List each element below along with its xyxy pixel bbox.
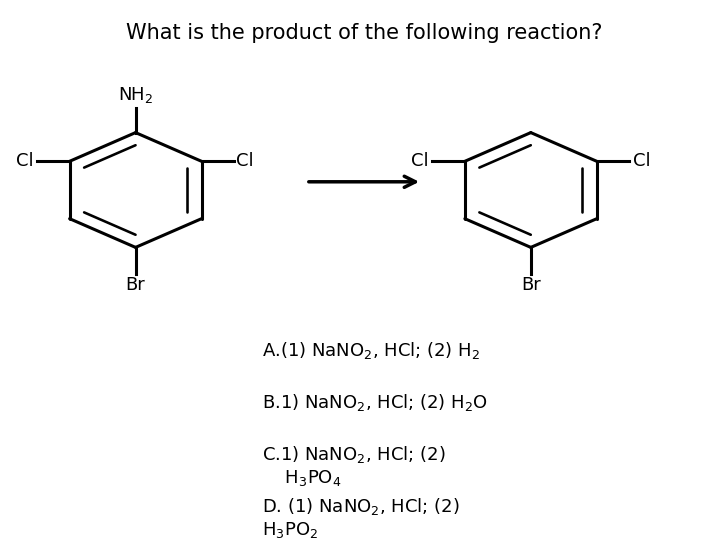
Text: Cl: Cl [633,152,651,170]
Text: D. (1) NaNO$_2$, HCl; (2)
H$_3$PO$_2$: D. (1) NaNO$_2$, HCl; (2) H$_3$PO$_2$ [263,496,460,540]
Text: What is the product of the following reaction?: What is the product of the following rea… [126,23,602,43]
Text: Cl: Cl [16,152,33,170]
Text: Br: Br [126,276,146,294]
Text: A.(1) NaNO$_2$, HCl; (2) H$_2$: A.(1) NaNO$_2$, HCl; (2) H$_2$ [263,340,480,361]
Text: NH$_2$: NH$_2$ [118,85,153,105]
Text: Br: Br [521,276,541,294]
Text: Cl: Cl [237,152,254,170]
Text: B.1) NaNO$_2$, HCl; (2) H$_2$O: B.1) NaNO$_2$, HCl; (2) H$_2$O [263,392,488,413]
Text: C.1) NaNO$_2$, HCl; (2)
    H$_3$PO$_4$: C.1) NaNO$_2$, HCl; (2) H$_3$PO$_4$ [263,444,446,488]
Text: Cl: Cl [411,152,429,170]
